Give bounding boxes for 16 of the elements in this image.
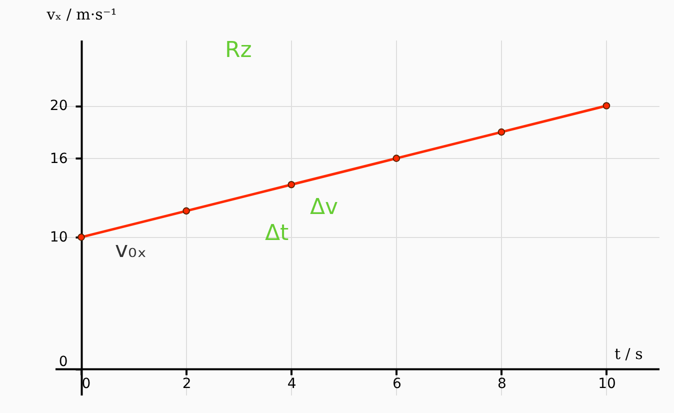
annotation: Δt xyxy=(265,221,290,246)
annotation: Δv xyxy=(310,195,338,220)
x-tick-label: 2 xyxy=(182,376,192,392)
annotation: v₀ₓ xyxy=(115,238,147,263)
y-tick-label: 10 xyxy=(50,230,68,246)
y-axis-title: vₓ / m·s⁻¹ xyxy=(46,6,117,24)
x-tick-label: 8 xyxy=(497,376,506,392)
y-tick-label: 0 xyxy=(58,354,68,370)
x-axis-title: t / s xyxy=(614,345,643,364)
x-tick-label: 0 xyxy=(82,376,91,392)
x-tick-label: 10 xyxy=(598,376,616,392)
y-tick-label: 16 xyxy=(50,150,68,167)
y-tick-label: 20 xyxy=(50,98,68,114)
x-tick-label: 6 xyxy=(392,376,402,392)
annotation: Rz xyxy=(225,38,252,63)
x-tick-label: 4 xyxy=(287,376,296,392)
